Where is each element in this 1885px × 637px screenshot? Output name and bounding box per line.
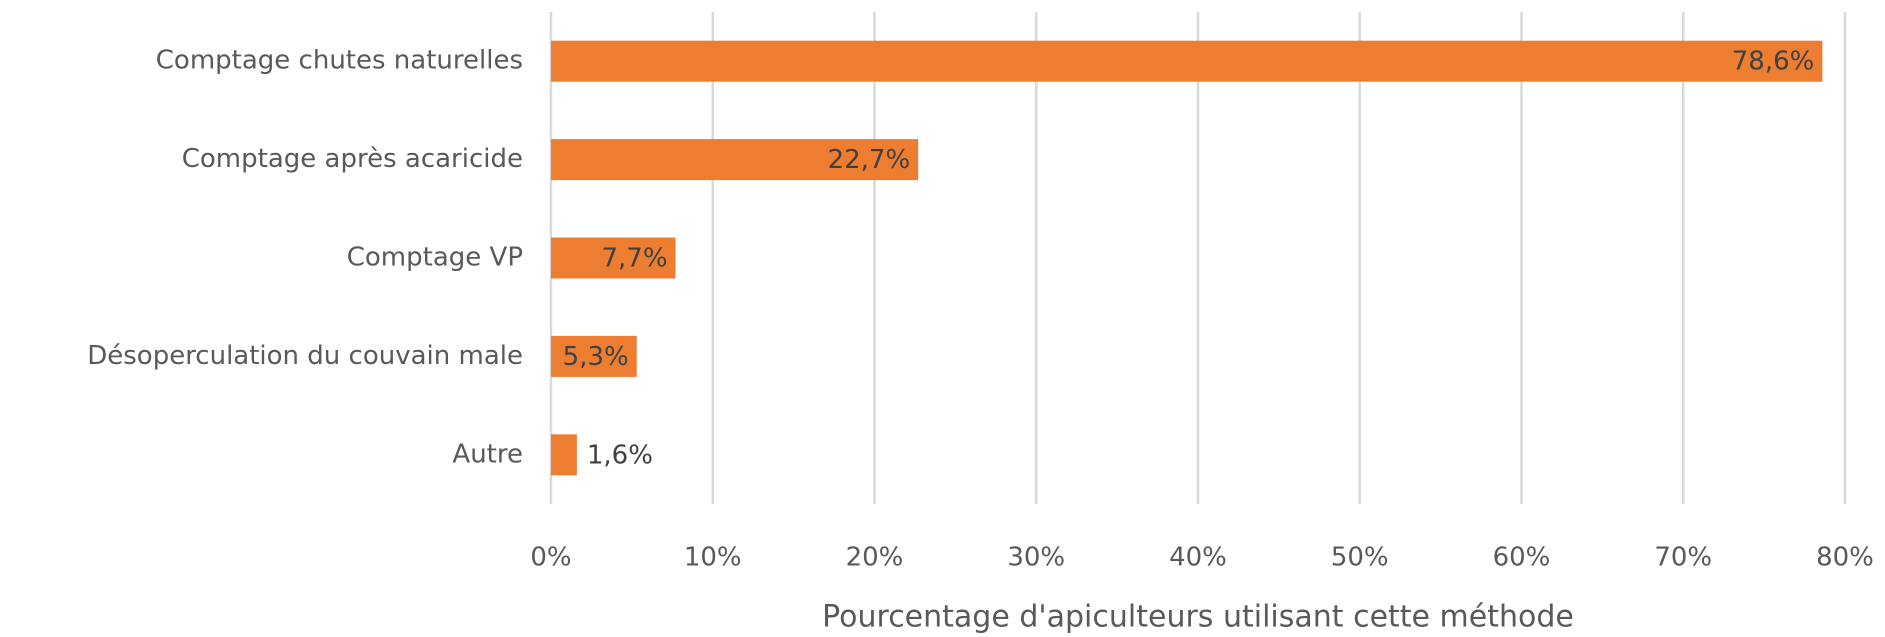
bar — [551, 434, 577, 476]
x-tick-label: 30% — [1007, 543, 1065, 573]
bar — [551, 139, 919, 181]
x-tick-label: 70% — [1654, 543, 1712, 573]
y-tick-label: Autre — [452, 439, 523, 469]
data-label: 78,6% — [1732, 47, 1815, 77]
data-label: 22,7% — [828, 145, 911, 175]
x-tick-label: 10% — [684, 543, 742, 573]
x-tick-label: 60% — [1493, 543, 1551, 573]
data-label: 1,6% — [587, 440, 653, 470]
data-label: 5,3% — [563, 342, 629, 372]
bar — [551, 237, 676, 279]
y-tick-label: Désoperculation du couvain male — [87, 341, 523, 371]
bar — [551, 40, 1823, 82]
x-tick-label: 0% — [530, 543, 571, 573]
y-tick-label: Comptage après acaricide — [182, 144, 523, 174]
data-label: 7,7% — [601, 244, 667, 274]
x-tick-label: 50% — [1331, 543, 1389, 573]
x-tick-label: 40% — [1169, 543, 1227, 573]
x-tick-label: 20% — [846, 543, 904, 573]
x-axis-title: Pourcentage d'apiculteurs utilisant cett… — [822, 600, 1574, 635]
y-tick-label: Comptage chutes naturelles — [156, 46, 523, 76]
y-tick-label: Comptage VP — [347, 243, 523, 273]
x-tick-label: 80% — [1816, 543, 1874, 573]
bar — [551, 335, 637, 377]
